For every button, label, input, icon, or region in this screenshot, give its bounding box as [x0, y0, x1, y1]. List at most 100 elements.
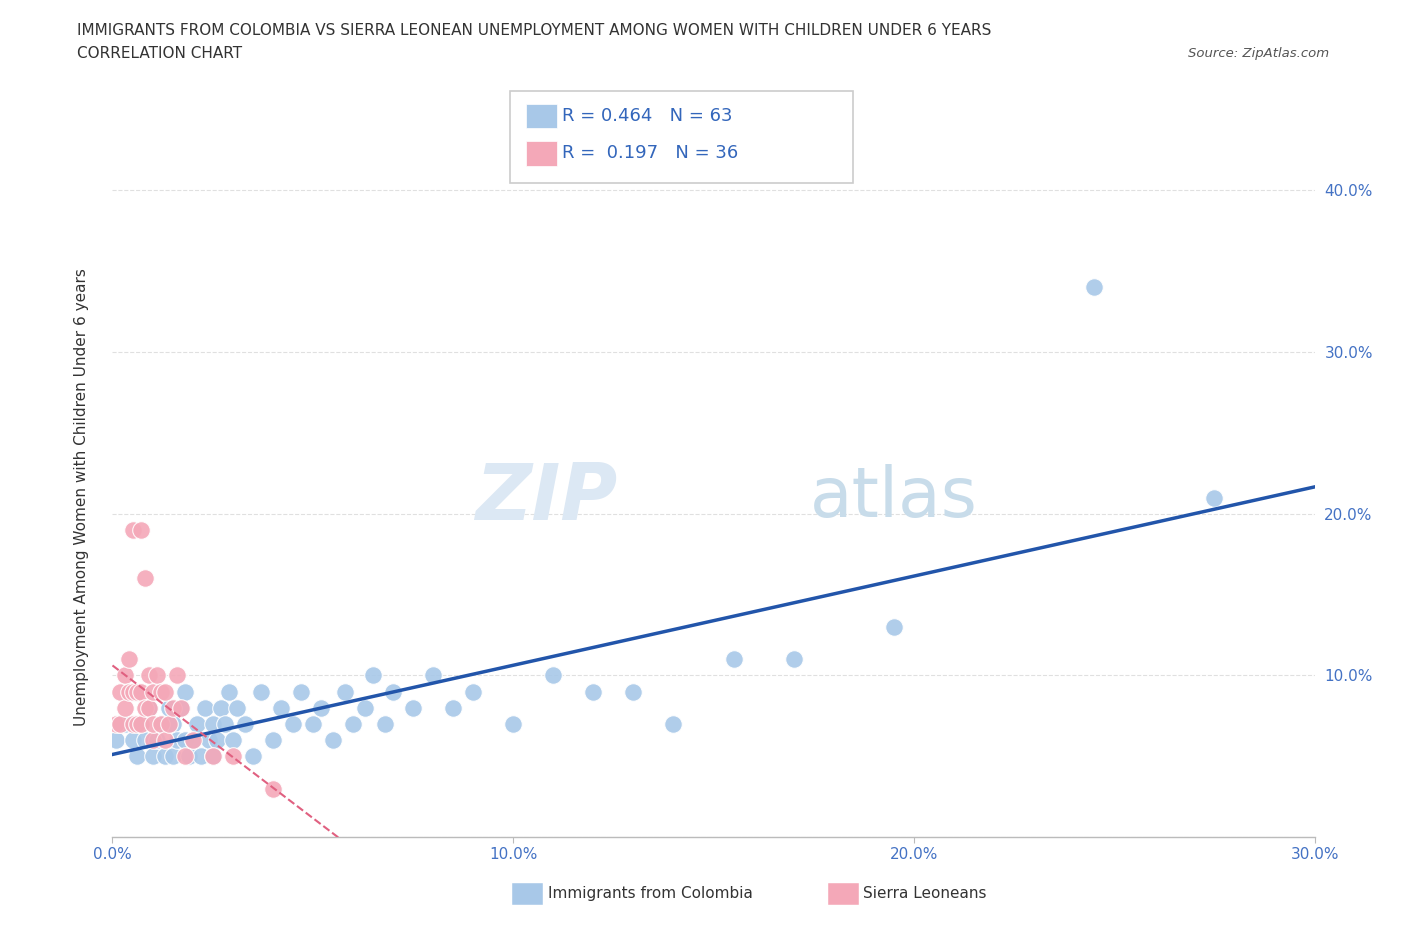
Point	[233, 716, 256, 731]
Point	[262, 781, 284, 796]
Point	[201, 716, 224, 731]
Point	[333, 684, 356, 699]
Point	[121, 523, 143, 538]
Point	[1083, 280, 1105, 295]
Point	[883, 619, 905, 634]
Point	[141, 684, 163, 699]
Point	[173, 749, 195, 764]
Point	[302, 716, 325, 731]
Point	[125, 716, 148, 731]
Point	[121, 716, 143, 731]
Point	[382, 684, 405, 699]
Point	[129, 716, 152, 731]
Point	[197, 733, 219, 748]
Point	[782, 652, 804, 667]
Point	[342, 716, 364, 731]
Point	[222, 733, 245, 748]
Point	[134, 571, 156, 586]
Point	[169, 700, 191, 715]
Point	[129, 523, 152, 538]
Point	[121, 684, 143, 699]
Point	[138, 700, 160, 715]
Point	[162, 716, 184, 731]
Text: R =  0.197   N = 36: R = 0.197 N = 36	[562, 144, 738, 163]
Point	[169, 700, 191, 715]
Point	[117, 684, 139, 699]
Point	[194, 700, 217, 715]
Point	[114, 716, 136, 731]
Point	[621, 684, 644, 699]
Point	[145, 668, 167, 683]
Point	[129, 716, 152, 731]
Point	[723, 652, 745, 667]
Point	[141, 749, 163, 764]
Point	[374, 716, 396, 731]
Point	[145, 733, 167, 748]
Point	[125, 684, 148, 699]
Point	[149, 716, 172, 731]
Point	[110, 684, 132, 699]
Point	[110, 716, 132, 731]
Point	[209, 700, 232, 715]
Point	[105, 733, 128, 748]
Point	[117, 652, 139, 667]
Text: Immigrants from Colombia: Immigrants from Colombia	[548, 886, 754, 901]
Point	[354, 700, 377, 715]
Point	[281, 716, 304, 731]
Point	[138, 700, 160, 715]
Point	[270, 700, 292, 715]
Point	[225, 700, 247, 715]
Point	[153, 749, 176, 764]
Point	[157, 700, 180, 715]
Point	[166, 733, 188, 748]
Point	[214, 716, 236, 731]
Point	[222, 749, 245, 764]
Point	[201, 749, 224, 764]
Point	[201, 749, 224, 764]
Point	[1204, 490, 1226, 505]
Point	[461, 684, 484, 699]
Point	[543, 668, 565, 683]
Point	[441, 700, 464, 715]
Point	[149, 684, 172, 699]
Point	[177, 749, 200, 764]
Point	[166, 668, 188, 683]
Point	[114, 668, 136, 683]
Point	[181, 733, 204, 748]
Point	[149, 716, 172, 731]
Point	[582, 684, 605, 699]
Point	[125, 749, 148, 764]
Point	[162, 700, 184, 715]
Point	[205, 733, 228, 748]
Point	[121, 733, 143, 748]
Point	[141, 733, 163, 748]
Point	[502, 716, 524, 731]
Point	[153, 733, 176, 748]
Text: Source: ZipAtlas.com: Source: ZipAtlas.com	[1188, 46, 1329, 60]
Y-axis label: Unemployment Among Women with Children Under 6 years: Unemployment Among Women with Children U…	[75, 269, 89, 726]
Point	[218, 684, 240, 699]
Point	[134, 733, 156, 748]
Point	[173, 684, 195, 699]
Point	[262, 733, 284, 748]
Point	[173, 733, 195, 748]
Point	[138, 668, 160, 683]
Text: atlas: atlas	[810, 464, 977, 531]
Text: CORRELATION CHART: CORRELATION CHART	[77, 46, 242, 61]
Point	[129, 684, 152, 699]
Point	[186, 716, 208, 731]
Point	[309, 700, 332, 715]
Point	[662, 716, 685, 731]
Point	[322, 733, 344, 748]
Point	[402, 700, 425, 715]
Text: ZIP: ZIP	[475, 459, 617, 536]
Point	[249, 684, 271, 699]
Point	[114, 700, 136, 715]
Point	[181, 733, 204, 748]
Text: R = 0.464   N = 63: R = 0.464 N = 63	[562, 107, 733, 126]
Point	[105, 716, 128, 731]
Point	[361, 668, 384, 683]
Point	[162, 749, 184, 764]
Text: IMMIGRANTS FROM COLOMBIA VS SIERRA LEONEAN UNEMPLOYMENT AMONG WOMEN WITH CHILDRE: IMMIGRANTS FROM COLOMBIA VS SIERRA LEONE…	[77, 23, 991, 38]
Point	[110, 716, 132, 731]
